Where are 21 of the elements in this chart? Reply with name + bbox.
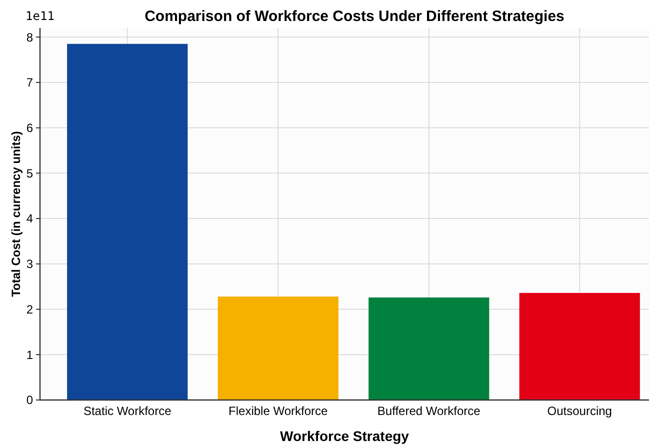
y-tick-label: 1 [26,348,34,362]
y-tick-label: 7 [26,76,34,90]
x-tick-label: Outsourcing [547,404,612,418]
bar [519,292,640,400]
x-axis-title: Workforce Strategy [280,428,410,444]
x-tick-label: Flexible Workforce [228,404,328,418]
bar [67,44,188,400]
bar [368,297,490,400]
bar [218,296,338,400]
y-axis-title: Total Cost (in currency units) [9,131,23,297]
x-tick-label: Buffered Workforce [377,404,481,418]
y-tick-label: 2 [26,302,34,316]
y-tick-label: 5 [26,166,34,180]
y-tick-label: 4 [26,212,34,226]
y-tick-label: 0 [26,393,34,408]
y-tick-label: 3 [26,257,34,272]
chart-title: Comparison of Workforce Costs Under Different Strategies [144,8,564,25]
x-tick-label: Static Workforce [83,404,172,418]
y-tick-label: 8 [26,30,34,44]
text: 1e11 [26,9,54,23]
y-tick-label: 6 [26,121,34,136]
